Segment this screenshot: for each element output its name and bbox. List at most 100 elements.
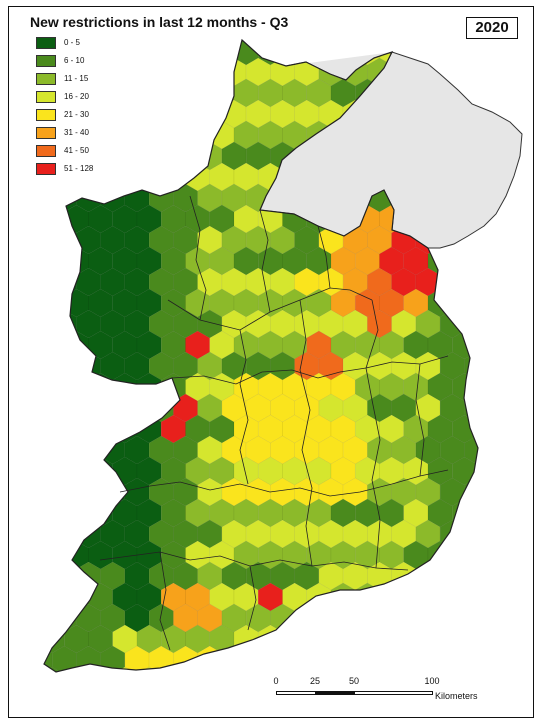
- hex-cell: [136, 78, 162, 108]
- legend-label: 6 - 10: [64, 56, 85, 65]
- hex-cell: [342, 603, 368, 633]
- hex-cell: [44, 561, 53, 591]
- scale-segment: [354, 691, 433, 695]
- hex-cell: [489, 604, 513, 632]
- scale-tick: 25: [309, 676, 321, 686]
- hex-cell: [124, 57, 150, 87]
- hex-cell: [63, 456, 89, 486]
- legend-swatch: [36, 55, 56, 67]
- hex-cell: [44, 267, 53, 297]
- scale-segment: [315, 691, 355, 695]
- hex-cell: [100, 393, 126, 423]
- hex-cell: [148, 57, 174, 87]
- map-title: New restrictions in last 12 months - Q3: [30, 14, 289, 30]
- hex-cell: [489, 310, 513, 338]
- hex-cell: [124, 99, 150, 129]
- hex-cell: [136, 162, 162, 192]
- hex-cell: [185, 40, 210, 66]
- hex-cell: [489, 646, 513, 674]
- hex-cell: [294, 40, 320, 45]
- hex-cell: [100, 141, 126, 171]
- hex-cell: [63, 372, 89, 402]
- hex-cell: [245, 645, 271, 672]
- hex-cell: [44, 540, 65, 570]
- hex-cell: [367, 40, 392, 45]
- legend-label: 0 - 5: [64, 38, 81, 47]
- hex-cell: [427, 40, 453, 66]
- hex-cell: [367, 603, 392, 633]
- hex-cell: [197, 57, 223, 87]
- hex-cell: [76, 435, 101, 465]
- hex-cell: [160, 666, 186, 672]
- hex-cell: [124, 393, 150, 423]
- hex-cell: [464, 561, 478, 591]
- hex-cell: [476, 246, 478, 276]
- hex-cell: [100, 57, 126, 87]
- hex-cell: [489, 436, 513, 464]
- hex-cell: [501, 583, 525, 611]
- hex-cell: [464, 603, 478, 633]
- legend-label: 41 - 50: [64, 146, 89, 155]
- hex-cell: [501, 37, 525, 65]
- hex-cell: [403, 624, 429, 654]
- hex-cell: [44, 204, 65, 234]
- hex-cell: [452, 540, 477, 570]
- hex-cell: [452, 288, 477, 318]
- hex-cell: [160, 120, 186, 150]
- hex-cell: [88, 120, 113, 150]
- hex-cell: [44, 666, 65, 672]
- hex-cell: [489, 58, 513, 86]
- hex-cell: [501, 499, 525, 527]
- hex-cell: [415, 645, 441, 672]
- hex-cell: [318, 40, 344, 45]
- hex-cell: [185, 120, 210, 150]
- hex-cell: [112, 120, 138, 150]
- hex-cell: [318, 603, 344, 633]
- hex-cell: [403, 582, 429, 612]
- hex-cell: [379, 582, 404, 612]
- hex-cell: [160, 40, 186, 66]
- hex-cell: [476, 372, 478, 402]
- hex-cell: [501, 415, 525, 443]
- hex-cell: [391, 603, 417, 633]
- hex-cell: [44, 351, 53, 381]
- hex-cell: [452, 246, 477, 276]
- hex-cell: [439, 561, 465, 591]
- hex-cell: [318, 645, 344, 672]
- hex-cell: [415, 603, 441, 633]
- hex-cell: [112, 162, 138, 192]
- hex-cell: [173, 99, 198, 129]
- hex-cell: [44, 288, 65, 318]
- hex-cell: [44, 603, 53, 633]
- hex-cell: [88, 666, 113, 672]
- hex-cell: [51, 519, 77, 549]
- hex-cell: [136, 120, 162, 150]
- hex-cell: [112, 40, 138, 66]
- hex-cell: [476, 456, 478, 486]
- hex-cell: [501, 625, 525, 653]
- hex-cell: [476, 414, 478, 444]
- hex-cell: [44, 519, 53, 549]
- hex-cell: [63, 414, 89, 444]
- hex-cell: [44, 414, 65, 444]
- hex-cell: [501, 457, 525, 485]
- hex-cell: [489, 352, 513, 380]
- hex-cell: [270, 645, 295, 672]
- hex-cell: [88, 78, 113, 108]
- hex-cell: [148, 141, 174, 171]
- hex-cell: [476, 498, 478, 528]
- hex-cell: [489, 268, 513, 296]
- year-badge: 2020: [466, 17, 518, 39]
- hex-cell: [489, 226, 513, 254]
- scale-tick: 100: [424, 676, 440, 686]
- hex-cell: [439, 645, 465, 672]
- hex-cell: [501, 247, 525, 275]
- scale-tick: 50: [348, 676, 360, 686]
- hex-cell: [452, 40, 477, 66]
- hex-cell: [489, 520, 513, 548]
- hex-cell: [282, 40, 307, 66]
- hex-cell: [44, 456, 65, 486]
- hex-cell: [44, 225, 53, 255]
- hex-cell: [367, 645, 392, 672]
